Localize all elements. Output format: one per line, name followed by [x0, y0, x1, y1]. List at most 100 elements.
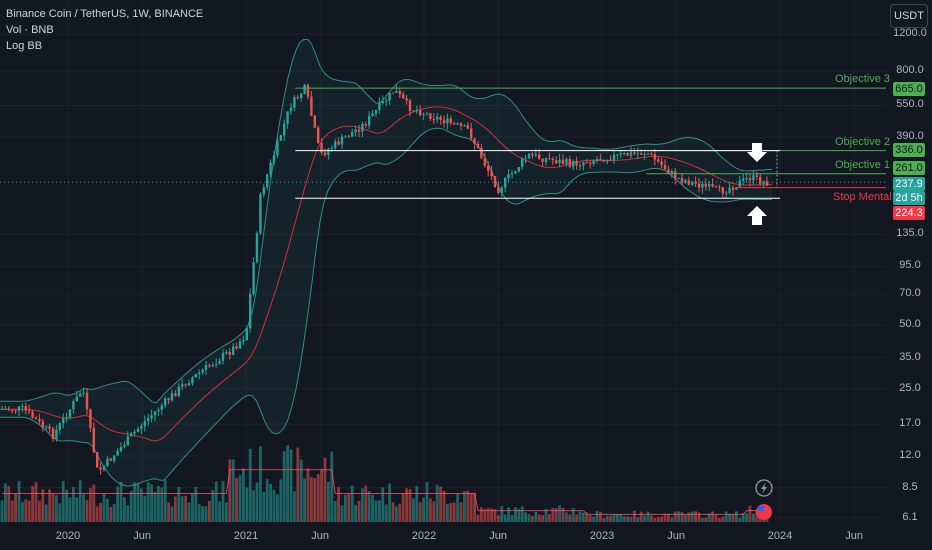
candle-body — [442, 119, 446, 124]
volume-bar — [269, 483, 272, 522]
volume-bar — [398, 503, 402, 522]
candle-body — [640, 153, 643, 155]
candle-body — [102, 465, 106, 470]
volume-bar — [636, 517, 640, 522]
candle-body — [541, 158, 544, 162]
volume-bar — [255, 482, 259, 522]
bollinger-indicator-label[interactable]: Log BB — [6, 40, 43, 52]
candle-body — [463, 125, 466, 127]
volume-bar — [735, 511, 738, 522]
volume-bar — [442, 490, 446, 522]
candle-body — [521, 158, 524, 167]
volume-bar — [480, 507, 483, 522]
symbol-title[interactable]: Binance Coin / TetherUS, 1W, BINANCE — [6, 8, 204, 20]
volume-bar — [595, 511, 599, 522]
volume-bar — [585, 512, 589, 522]
volume-bar — [340, 505, 344, 522]
volume-bar — [330, 451, 334, 522]
candle-body — [357, 129, 361, 132]
candle-body — [194, 373, 197, 378]
candle-body — [242, 340, 245, 342]
volume-bar — [143, 495, 147, 522]
candle-body — [208, 365, 211, 367]
volume-indicator-label[interactable]: Vol · BNB — [6, 24, 54, 36]
time-tick-label: Jun — [489, 530, 508, 542]
candle-body — [629, 152, 633, 156]
volume-bar — [507, 507, 510, 522]
volume-bar — [616, 514, 619, 522]
candle-body — [446, 118, 449, 124]
candle-body — [245, 328, 248, 341]
volume-bar — [48, 489, 51, 522]
candle-body — [595, 158, 599, 161]
volume-bar — [245, 487, 249, 522]
candle-body — [551, 158, 554, 161]
candle-body — [419, 110, 422, 116]
volume-bar — [197, 504, 201, 522]
volume-bar — [357, 500, 361, 522]
candle-body — [405, 98, 408, 101]
candle-body — [51, 428, 55, 440]
candle-body — [170, 393, 174, 401]
candle-body — [48, 426, 51, 429]
candle-body — [391, 92, 395, 94]
time-tick-label: 2024 — [767, 530, 793, 542]
volume-bar — [469, 493, 473, 522]
volume-bar — [663, 513, 667, 522]
candle-body — [544, 158, 548, 162]
volume-bar — [41, 489, 45, 522]
candle-body — [497, 187, 500, 194]
candle-body — [534, 154, 537, 156]
objective-2-price-tag: 336.0 — [893, 143, 925, 157]
volume-bar — [299, 459, 303, 522]
currency-button[interactable]: USDT — [890, 4, 928, 28]
candle-body — [38, 419, 41, 422]
volume-bar — [187, 502, 191, 522]
volume-bar — [136, 482, 140, 522]
candle-body — [272, 155, 276, 163]
volume-bar — [211, 490, 215, 522]
candle-body — [694, 181, 697, 184]
volume-bar — [463, 491, 466, 522]
volume-bar — [697, 512, 701, 522]
volume-bar — [367, 491, 371, 522]
volume-bar — [721, 516, 725, 522]
volume-bar — [0, 500, 4, 522]
volume-bar — [184, 495, 187, 522]
volume-bar — [323, 457, 327, 522]
volume-bar — [565, 512, 568, 522]
volume-bar — [578, 511, 582, 522]
volume-bar — [313, 478, 317, 522]
candle-body — [167, 398, 170, 401]
volume-bar — [306, 468, 310, 522]
volume-bar — [446, 503, 449, 522]
candle-body — [623, 153, 626, 155]
candle-body — [507, 174, 510, 179]
candle-body — [300, 93, 303, 98]
candle-body — [385, 100, 388, 102]
candle-body — [636, 153, 639, 155]
candle-body — [109, 458, 112, 461]
volume-bar — [568, 514, 572, 522]
price-tick-label: 800.0 — [896, 64, 924, 77]
volume-bar — [282, 451, 286, 522]
candle-body — [31, 411, 34, 418]
volume-bar — [228, 459, 232, 522]
volume-bar — [503, 514, 507, 522]
candle-body — [187, 383, 191, 386]
price-tick-label: 6.1 — [902, 511, 918, 523]
volume-bar — [514, 507, 517, 522]
candle-body — [374, 110, 378, 114]
volume-bar — [483, 508, 487, 522]
volume-bar — [289, 449, 293, 522]
volume-bar — [374, 500, 378, 522]
candle-body — [493, 176, 497, 188]
volume-bar — [218, 501, 221, 522]
candle-body — [412, 110, 415, 112]
volume-bar — [466, 490, 470, 522]
candle-body — [347, 136, 350, 138]
volume-bar — [252, 490, 255, 522]
candle-body — [225, 351, 228, 354]
candle-body — [65, 417, 68, 419]
